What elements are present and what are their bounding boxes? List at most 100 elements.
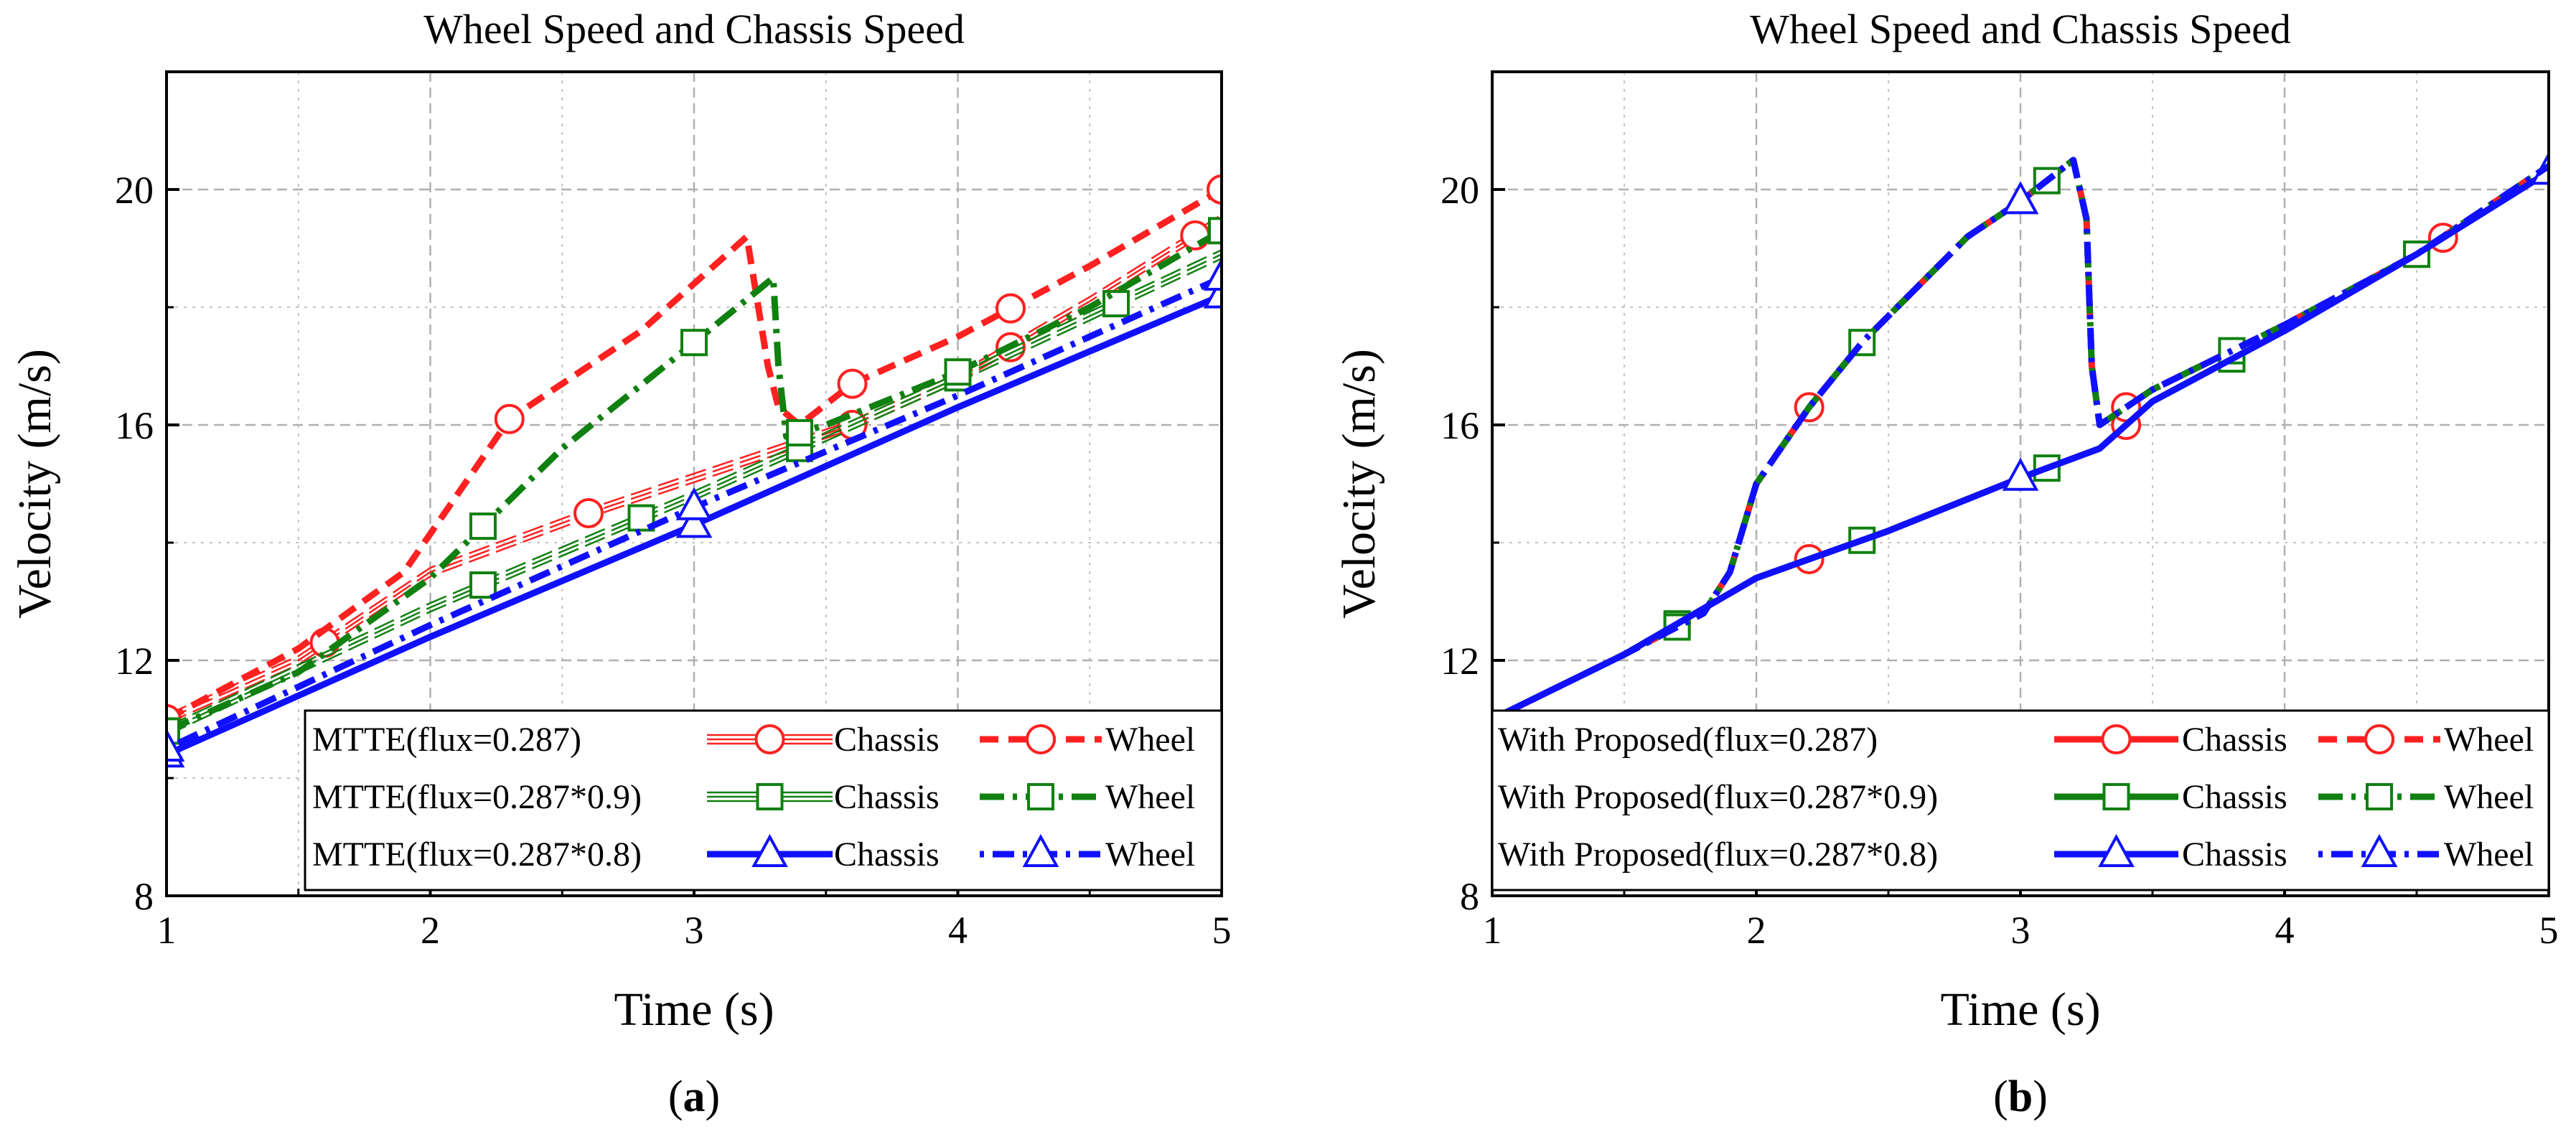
legend-marker-square [2366, 783, 2393, 810]
series-wheel-4 [167, 217, 1222, 745]
legend-chassis-label: Chassis [834, 721, 940, 759]
x-tick-label: 1 [157, 909, 177, 952]
y-tick-label: 16 [115, 404, 154, 447]
data-point-square [1208, 217, 1222, 245]
y-axis-label-a: Velocity (m/s) [9, 349, 61, 619]
legend-chassis-entry: Chassis [2054, 721, 2287, 759]
series-line [167, 187, 1222, 722]
legend-marker-circle [754, 724, 785, 754]
legend-marker-square [1027, 783, 1054, 810]
x-axis-label-b: Time (s) [1940, 983, 2100, 1036]
legend-marker-triangle [2098, 833, 2135, 867]
x-tick-label: 3 [685, 909, 704, 952]
series-wheel-6 [1492, 156, 2549, 723]
series-group-a [167, 174, 1222, 768]
y-tick-label: 20 [1441, 169, 1479, 212]
x-tick-label: 2 [1747, 909, 1766, 952]
series-wheel-2 [167, 174, 1222, 734]
legend-wheel-entry: Wheel [2318, 778, 2534, 816]
data-point-circle [1180, 220, 1211, 251]
data-point-triangle [2002, 457, 2039, 491]
panel-label-b: (b) [1993, 1072, 2048, 1121]
data-point-square [469, 571, 497, 599]
legend-marker-triangle [751, 833, 788, 867]
x-axis-label-a: Time (s) [614, 983, 774, 1036]
data-point-circle [494, 403, 525, 434]
series-line [1492, 169, 2549, 723]
legend-group-label: MTTE(flux=0.287) [312, 721, 581, 759]
x-tick-label: 3 [2011, 909, 2031, 952]
legend-marker-square [2102, 783, 2130, 810]
y-axis-label-b: Velocity (m/s) [1333, 349, 1385, 619]
legend-wheel-label: Wheel [1105, 721, 1195, 759]
x-tick-label: 1 [1483, 909, 1502, 952]
legend-wheel-label: Wheel [2444, 721, 2534, 759]
legend-chassis-entry: Chassis [2054, 778, 2287, 816]
data-point-circle [996, 293, 1026, 324]
series-group-b [1492, 151, 2549, 723]
legend-wheel-entry: Wheel [2318, 721, 2534, 759]
legend-wheel-label: Wheel [2444, 836, 2534, 874]
legend-marker-triangle [2361, 833, 2398, 867]
data-point-circle [573, 498, 604, 528]
legend-wheel-label: Wheel [1105, 836, 1195, 874]
data-point-square [786, 418, 813, 446]
legend-wheel-entry: Wheel [980, 721, 1195, 759]
legend-wheel-label: Wheel [2444, 778, 2534, 816]
legend-chassis-label: Chassis [834, 778, 940, 816]
y-tick-label: 8 [134, 875, 154, 918]
x-tick-label: 4 [948, 909, 968, 952]
legend-group-label: With Proposed(flux=0.287*0.8) [1498, 836, 1938, 874]
legend-chassis-entry: Chassis [707, 721, 940, 759]
series-line [167, 213, 1222, 716]
series-chassis-5 [1492, 151, 2549, 723]
x-tick-label: 5 [2539, 909, 2559, 952]
legend-wheel-entry: Wheel [980, 778, 1195, 816]
data-point-triangle [2002, 181, 2039, 215]
legend-group-label: With Proposed(flux=0.287*0.9) [1498, 778, 1938, 816]
legend-chassis-entry: Chassis [707, 833, 940, 874]
series-line [1492, 156, 2549, 723]
x-tick-label: 2 [421, 909, 440, 952]
legend-chassis-label: Chassis [2182, 778, 2287, 816]
data-point-triangle [675, 505, 713, 538]
data-point-triangle [167, 728, 185, 762]
legend-wheel-entry: Wheel [2318, 833, 2534, 874]
legend-wheel-entry: Wheel [980, 833, 1195, 874]
legend-marker-circle [1026, 724, 1056, 754]
legend-a: MTTE(flux=0.287) Chassis Wheel MTTE(flux=0.… [304, 709, 1223, 891]
legend-marker-triangle [1022, 833, 1059, 867]
legend-wheel-label: Wheel [1105, 778, 1195, 816]
legend-chassis-label: Chassis [2182, 836, 2287, 874]
data-point-square [469, 513, 497, 540]
legend-chassis-label: Chassis [2182, 721, 2287, 759]
data-point-triangle [675, 487, 713, 520]
legend-marker-square [756, 783, 784, 810]
chart-title-a: Wheel Speed and Chassis Speed [423, 6, 965, 52]
data-point-circle [837, 368, 868, 399]
data-point-square [680, 329, 708, 357]
x-tick-label: 5 [1212, 909, 1232, 952]
series-line [167, 228, 1222, 734]
data-point-square [944, 358, 972, 386]
legend-group-label: MTTE(flux=0.287*0.9) [312, 778, 642, 816]
legend-b: With Proposed(flux=0.287) Chassis Wheel Wit… [1491, 709, 2550, 891]
legend-chassis-label: Chassis [834, 836, 940, 874]
data-point-circle [1207, 174, 1222, 205]
chart-title-b: Wheel Speed and Chassis Speed [1750, 6, 2291, 52]
legend-chassis-entry: Chassis [707, 778, 940, 816]
y-tick-label: 8 [1460, 875, 1479, 918]
y-tick-label: 12 [1441, 640, 1479, 683]
legend-marker-circle [2364, 724, 2394, 754]
series-wheel-6 [167, 257, 1222, 762]
y-tick-label: 16 [1441, 404, 1479, 447]
panel-label-a: (a) [668, 1072, 720, 1121]
data-point-square [1848, 329, 1876, 357]
y-tick-label: 12 [115, 640, 154, 683]
legend-marker-circle [2101, 724, 2132, 754]
x-tick-label: 4 [2275, 909, 2295, 952]
